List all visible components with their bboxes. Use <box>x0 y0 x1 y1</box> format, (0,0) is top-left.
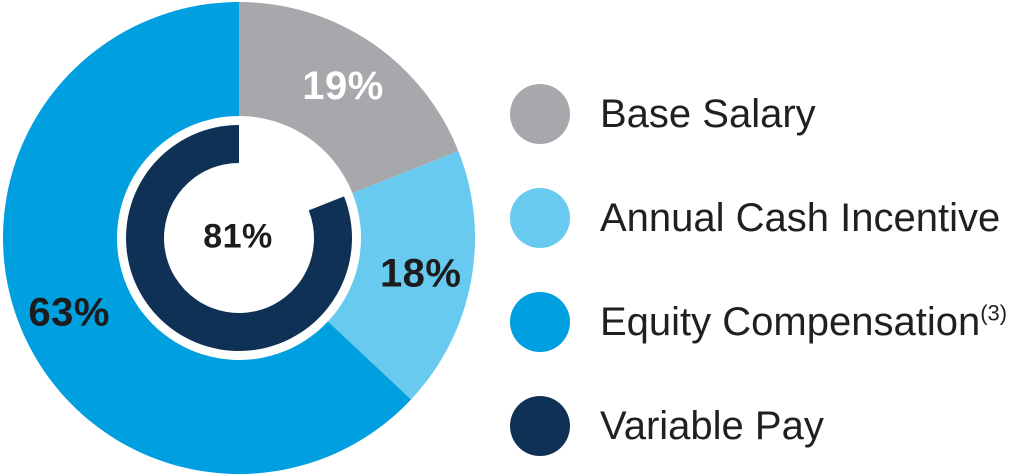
slice-equity-compensation <box>3 2 412 474</box>
legend-swatch-base-salary <box>510 84 570 144</box>
slice-label-equity-compensation: 63% <box>28 290 110 334</box>
legend-swatch-annual-cash-incentive <box>510 188 570 248</box>
donut-chart-svg: 19% 18% 63% <box>3 2 475 474</box>
legend-label: Base Salary <box>600 92 816 136</box>
legend-label: Variable Pay <box>600 404 824 448</box>
legend-label: Annual Cash Incentive <box>600 196 1001 240</box>
legend-item-equity-compensation: Equity Compensation(3) <box>510 292 1007 352</box>
legend-item-variable-pay: Variable Pay <box>510 396 1007 456</box>
legend-item-base-salary: Base Salary <box>510 84 1007 144</box>
legend-swatch-variable-pay <box>510 396 570 456</box>
legend-swatch-equity-compensation <box>510 292 570 352</box>
slice-label-base-salary: 19% <box>302 64 384 108</box>
inner-ring-variable-pay <box>125 125 353 351</box>
donut-chart: 19% 18% 63% 81% <box>0 0 476 476</box>
slice-label-annual-cash-incentive: 18% <box>380 252 462 296</box>
legend-label: Equity Compensation(3) <box>600 302 1007 342</box>
chart-legend: Base Salary Annual Cash Incentive Equity… <box>510 84 1007 456</box>
slice-base-salary <box>239 2 459 194</box>
legend-label-text: Equity Compensation <box>600 300 981 344</box>
legend-item-annual-cash-incentive: Annual Cash Incentive <box>510 188 1007 248</box>
center-label: 81% <box>203 217 273 256</box>
slice-annual-cash-incentive <box>327 151 475 400</box>
footnote-superscript: (3) <box>980 300 1008 326</box>
